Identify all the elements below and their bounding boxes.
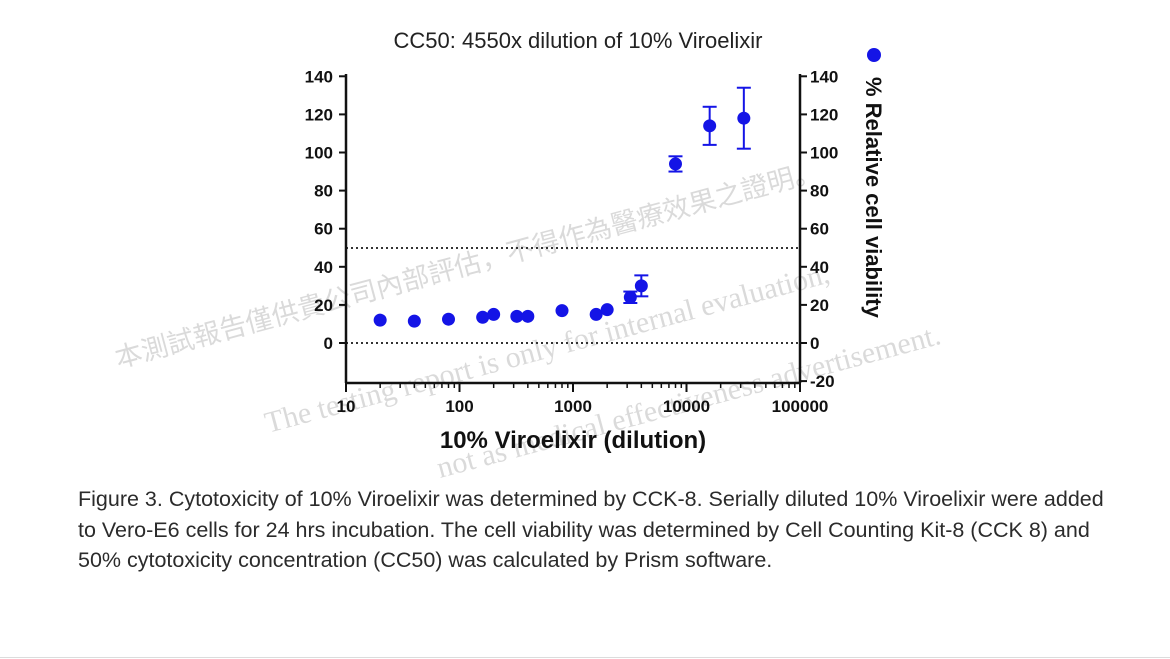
data-point	[510, 309, 524, 323]
x-tick-label: 100	[445, 397, 473, 416]
cytotoxicity-chart: 本測試報告僅供貴公司內部評估，不得作為醫療效果之證明。 The testing …	[112, 28, 944, 480]
y-tick-left-label: 120	[305, 105, 333, 124]
y-tick-right-label: 20	[810, 296, 829, 315]
y-axis-label-right: % Relative cell viability	[861, 77, 886, 319]
data-points	[373, 86, 751, 328]
y-ticks-right: -20 0 20 40 60 80 100 120 140	[800, 67, 838, 391]
y-tick-right-label: 100	[810, 144, 838, 163]
data-point	[600, 303, 614, 317]
y-tick-right-label: 40	[810, 258, 829, 277]
data-point	[521, 309, 535, 323]
data-point	[407, 314, 421, 328]
y-tick-right-label: 80	[810, 182, 829, 201]
data-point	[703, 119, 717, 133]
y-tick-left-label: 40	[314, 258, 333, 277]
watermark-chinese-text: 本測試報告僅供貴公司內部評估，不得作為醫療效果之證明。	[112, 156, 824, 374]
data-point	[373, 313, 387, 327]
x-tick-label: 10000	[663, 397, 710, 416]
data-point	[623, 290, 637, 304]
chart-title: CC50: 4550x dilution of 10% Viroelixir	[394, 28, 763, 53]
y-tick-right-label: -20	[810, 372, 835, 391]
y-tick-left-label: 140	[305, 67, 333, 86]
figure-caption: Figure 3. Cytotoxicity of 10% Viroelixir…	[78, 487, 1104, 572]
x-ticks: 10 100 1000 10000 100000	[337, 383, 829, 416]
x-tick-label: 100000	[772, 397, 829, 416]
y-tick-left-label: 20	[314, 296, 333, 315]
x-tick-label: 1000	[554, 397, 592, 416]
x-axis-label: 10% Viroelixir (dilution)	[440, 427, 706, 454]
data-point	[487, 307, 501, 321]
y-tick-right-label: 0	[810, 334, 819, 353]
x-tick-label: 10	[337, 397, 356, 416]
data-point	[442, 312, 456, 326]
data-point	[476, 310, 490, 324]
bottom-divider	[0, 657, 1170, 658]
data-point	[589, 307, 603, 321]
y-tick-left-label: 60	[314, 220, 333, 239]
data-point	[555, 304, 569, 318]
data-point	[669, 157, 683, 171]
y-ticks-left: 0 20 40 60 80 100 120 140	[305, 67, 346, 353]
y-tick-left-label: 0	[324, 334, 333, 353]
y-tick-right-label: 140	[810, 67, 838, 86]
data-point	[634, 279, 648, 293]
y-tick-right-label: 60	[810, 220, 829, 239]
legend-marker	[867, 48, 881, 62]
y-tick-left-label: 100	[305, 144, 333, 163]
data-point	[737, 111, 751, 125]
y-tick-left-label: 80	[314, 182, 333, 201]
y-tick-right-label: 120	[810, 105, 838, 124]
